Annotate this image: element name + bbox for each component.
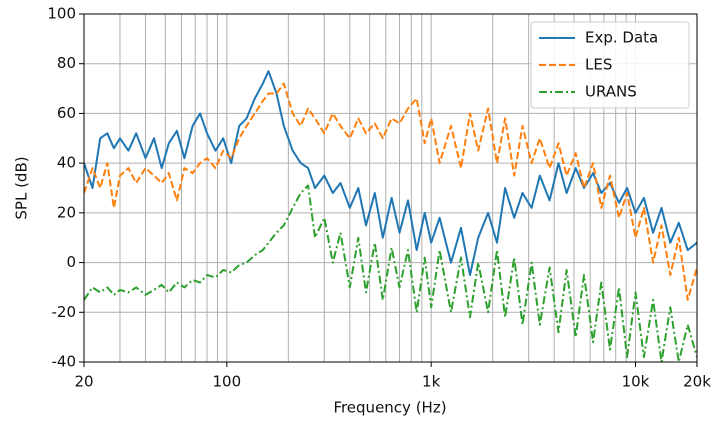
y-tick-label: 80 (57, 54, 76, 72)
legend-label: URANS (585, 83, 637, 101)
y-tick-label: -20 (52, 303, 77, 321)
x-tick-label: 10k (622, 373, 650, 391)
y-axis-label: SPL (dB) (13, 156, 31, 219)
x-axis-label: Frequency (Hz) (333, 399, 446, 417)
y-tick-label: -40 (52, 353, 77, 371)
y-tick-label: 40 (57, 154, 76, 172)
plot-frame (83, 13, 698, 363)
series-line (84, 82, 697, 301)
y-tick-label: 0 (66, 253, 76, 271)
x-tick-label: 1k (422, 373, 441, 391)
y-tick-label: 100 (47, 5, 76, 23)
y-tick-label: 60 (57, 104, 76, 122)
y-tick-label: 20 (57, 203, 76, 221)
x-tick-label: 100 (213, 373, 242, 391)
x-tick-label: 20 (74, 373, 93, 391)
plot-lines (84, 70, 697, 362)
legend-label: LES (585, 56, 612, 74)
series-line (84, 184, 697, 362)
series-line (84, 70, 697, 276)
x-tick-label: 20k (683, 373, 711, 391)
legend-box (530, 21, 690, 109)
legend-label: Exp. Data (585, 29, 658, 47)
